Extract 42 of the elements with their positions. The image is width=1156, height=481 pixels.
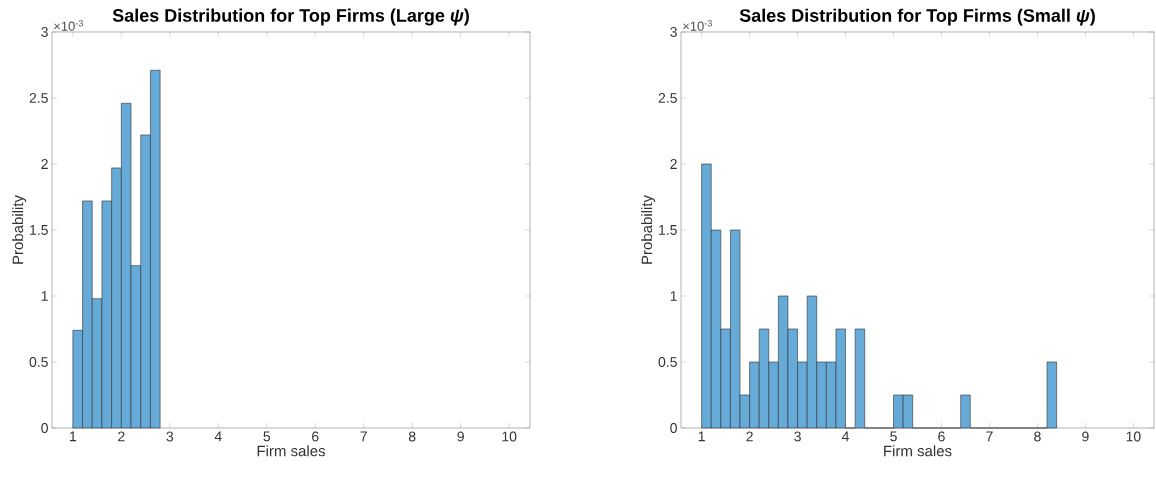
y-tick-label: 3 bbox=[670, 27, 677, 37]
x-tick-label: 8 bbox=[408, 431, 416, 442]
y-tick-label: 1.5 bbox=[30, 225, 48, 235]
y-tick-label: 1.5 bbox=[659, 225, 677, 235]
x-tick-label: 7 bbox=[986, 431, 993, 442]
x-tick-label: 1 bbox=[698, 431, 705, 442]
x-tick-label: 4 bbox=[841, 431, 850, 442]
x-axis-title: Firm sales bbox=[257, 445, 326, 457]
y-tick-label: 3 bbox=[41, 27, 48, 37]
y-tick-label: 2 bbox=[670, 159, 677, 169]
y-tick-label: 1 bbox=[41, 291, 48, 301]
y-tick-label: 0 bbox=[41, 423, 48, 433]
x-tick-label: 4 bbox=[214, 431, 222, 442]
y-tick-label: 2.5 bbox=[29, 93, 48, 103]
text: ×10$^{-3}$ bbox=[54, 19, 83, 31]
x-tick-label: 5 bbox=[890, 431, 897, 442]
x-tick-label: 2 bbox=[118, 431, 125, 442]
y-axis-title: Probability bbox=[12, 195, 27, 264]
y-axis-title: Probability bbox=[641, 195, 656, 264]
x-tick-label: 10 bbox=[1126, 431, 1141, 442]
y-tick-label: 0.5 bbox=[658, 357, 677, 367]
x-tick-label: 6 bbox=[938, 431, 945, 442]
x-tick-label: 8 bbox=[1034, 431, 1041, 442]
x-tick-label: 7 bbox=[360, 431, 367, 442]
y-tick-label: 2.5 bbox=[658, 93, 677, 103]
x-tick-label: 2 bbox=[746, 431, 753, 442]
x-tick-label: 6 bbox=[312, 431, 319, 442]
chart-title: Sales Distribution for Top Firms (Small ψ) bbox=[739, 8, 1095, 26]
y-tick-label: 2 bbox=[41, 159, 48, 169]
chart-title: Sales Distribution for Top Firms (Large ψ) bbox=[112, 8, 469, 26]
x-tick-label: 3 bbox=[166, 431, 174, 442]
x-tick-label: 9 bbox=[457, 431, 464, 442]
x-tick-label: 3 bbox=[794, 431, 801, 442]
x-tick-label: 1 bbox=[70, 431, 77, 442]
text: ×10$^{-3}$ bbox=[683, 19, 712, 31]
y-tick-label: 1 bbox=[670, 291, 677, 301]
x-axis-title: Firm sales bbox=[884, 445, 952, 457]
y-tick-label: 0.5 bbox=[29, 357, 48, 367]
x-tick-label: 9 bbox=[1082, 431, 1089, 442]
x-tick-label: 5 bbox=[263, 431, 271, 442]
y-tick-label: 0 bbox=[670, 423, 677, 433]
x-tick-label: 10 bbox=[502, 431, 517, 442]
